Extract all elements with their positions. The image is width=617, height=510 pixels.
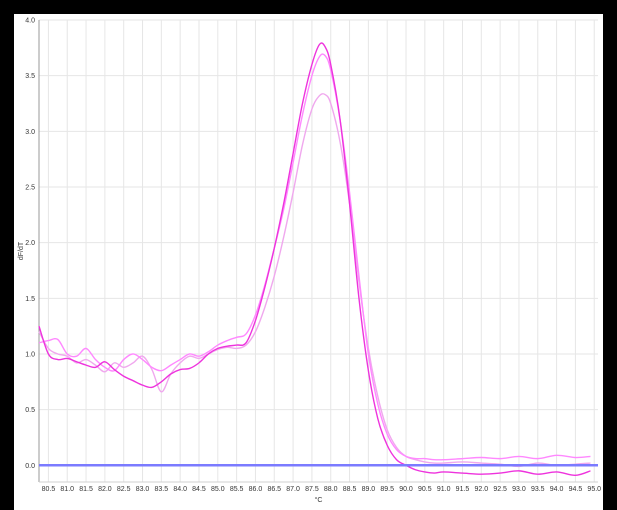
x-tick-label: 93.0: [512, 486, 526, 493]
x-tick-label: 85.5: [230, 486, 244, 493]
melt-curve-chart: 80.5 81.0 81.5 82.0 82.5 83.0 83.5 84.0 84.5 85.0…: [18, 18, 601, 505]
x-tick-label: 89.5: [380, 486, 394, 493]
grid: [39, 19, 598, 482]
x-tick-label: 80.5: [42, 486, 56, 493]
x-tick-label: 82.5: [117, 486, 131, 493]
x-tick-label: 91.5: [456, 486, 470, 493]
y-tick-label: 2.5: [25, 184, 35, 191]
x-tick-label: 93.5: [531, 486, 545, 493]
y-tick-label: 2.0: [25, 240, 35, 247]
series: [38, 42, 598, 477]
x-tick-label: 94.0: [550, 486, 564, 493]
y-tick-label: 3.5: [25, 73, 35, 80]
tick-labels: 80.5 81.0 81.5 82.0 82.5 83.0 83.5 84.0 84.5 85.0…: [25, 18, 601, 494]
x-tick-label: 92.5: [493, 486, 507, 493]
x-tick-label: 87.0: [286, 486, 300, 493]
chart-panel: 80.5 81.0 81.5 82.0 82.5 83.0 83.5 84.0 84.5 85.0…: [14, 14, 603, 510]
x-tick-label: 83.5: [155, 486, 169, 493]
x-tick-label: 92.0: [474, 486, 488, 493]
x-tick-label: 88.0: [324, 486, 338, 493]
x-tick-label: 87.5: [305, 486, 319, 493]
x-tick-label: 86.0: [249, 486, 263, 493]
x-axis-title: °C: [315, 496, 323, 504]
y-tick-label: 1.0: [25, 351, 35, 358]
y-tick-label: 3.0: [25, 129, 35, 136]
series-line: [38, 93, 591, 468]
x-tick-label: 89.0: [362, 486, 376, 493]
x-tick-label: 88.5: [343, 486, 357, 493]
axes: [38, 20, 598, 483]
y-tick-label: 0.0: [25, 463, 35, 470]
series-line: [38, 53, 591, 461]
x-tick-label: 82.0: [98, 486, 112, 493]
y-axis-title: dF/dT: [18, 241, 25, 260]
x-tick-label: 91.0: [437, 486, 451, 493]
x-tick-label: 90.0: [399, 486, 413, 493]
x-tick-label: 84.0: [173, 486, 187, 493]
x-tick-label: 85.0: [211, 486, 225, 493]
x-tick-label: 90.5: [418, 486, 432, 493]
y-tick-label: 0.5: [25, 407, 35, 414]
x-tick-label: 95.0: [587, 486, 601, 493]
y-tick-label: 1.5: [25, 296, 35, 303]
y-tick-label: 4.0: [25, 18, 35, 25]
x-tick-label: 81.0: [60, 486, 74, 493]
x-tick-label: 94.5: [569, 486, 583, 493]
series-line: [38, 42, 591, 477]
x-tick-label: 81.5: [79, 486, 93, 493]
x-tick-label: 83.0: [136, 486, 150, 493]
x-tick-label: 86.5: [267, 486, 281, 493]
x-tick-label: 84.5: [192, 486, 206, 493]
